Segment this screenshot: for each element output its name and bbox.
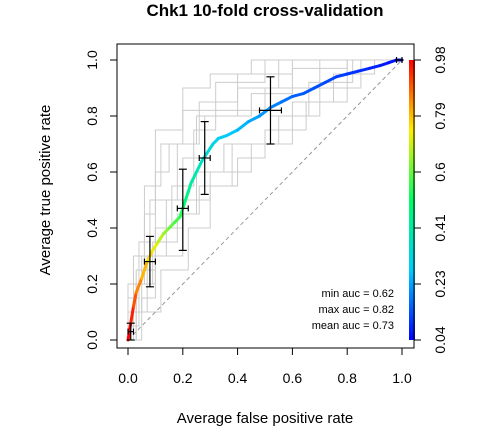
average-curve-segment [156, 232, 166, 244]
average-curve-segment [301, 86, 316, 96]
average-curve-segment [258, 106, 272, 118]
average-curve-segment [189, 170, 198, 185]
y-tick-label: 0.8 [84, 106, 100, 126]
average-curve-segment [205, 142, 215, 154]
average-curve-segment [312, 80, 327, 90]
x-tick-label: 0.6 [283, 370, 303, 386]
colorbar-tick-label: 0.04 [432, 326, 448, 353]
error-bar-1 [126, 322, 135, 341]
average-curve-segment [247, 114, 262, 124]
average-curve-segment [268, 100, 283, 110]
x-tick-label: 1.0 [392, 370, 412, 386]
plot-area: min auc = 0.62 max auc = 0.82 mean auc =… [116, 43, 415, 349]
x-tick-label: 0.2 [173, 370, 193, 386]
x-tick-label: 0.0 [118, 370, 138, 386]
y-tick-label: 1.0 [84, 50, 100, 70]
x-axis: 0.0 0.2 0.4 0.6 0.8 1.0 [118, 347, 412, 386]
average-curve-segment [279, 94, 294, 104]
colorbar-tick-label: 0.98 [432, 46, 448, 73]
colorbar-gradient [409, 60, 415, 340]
error-bars [126, 57, 404, 341]
x-tick-label: 0.4 [228, 370, 248, 386]
x-tick-label: 0.8 [337, 370, 357, 386]
colorbar: 0.04 0.23 0.41 0.6 0.79 0.98 [409, 46, 448, 354]
y-tick-label: 0.2 [84, 274, 100, 294]
average-curve-segment [140, 260, 149, 280]
average-curve-segment [236, 120, 251, 132]
colorbar-tick-label: 0.79 [432, 102, 448, 129]
average-curve-segment [134, 276, 144, 294]
chart-title: Chk1 10-fold cross-validation [146, 1, 383, 20]
error-bar-6 [395, 57, 404, 63]
y-tick-label: 0.4 [84, 218, 100, 238]
error-bar-3 [176, 168, 189, 251]
auc-annotations: min auc = 0.62 max auc = 0.82 mean auc =… [312, 288, 394, 332]
y-tick-label: 0.0 [84, 330, 100, 350]
y-axis: 0.0 0.2 0.4 0.6 0.8 1.0 [84, 50, 118, 350]
annotation-mean-auc: mean auc = 0.73 [312, 320, 394, 332]
error-bar-4 [198, 120, 211, 195]
average-curve-segment [129, 304, 135, 325]
x-axis-label: Average false positive rate [177, 410, 354, 427]
average-curve-segment [195, 159, 204, 174]
colorbar-tick-label: 0.23 [432, 270, 448, 297]
error-bar-5 [258, 76, 283, 145]
average-curve-segment [290, 92, 305, 98]
diagonal-reference-line [127, 59, 403, 341]
average-curve-segment [367, 64, 382, 70]
average-curve-segment [334, 72, 349, 79]
average-curve-segment [225, 128, 240, 138]
average-curve-segment [151, 240, 160, 252]
average-curve-segment [356, 66, 371, 73]
annotation-min-auc: min auc = 0.62 [322, 288, 394, 300]
average-curve-segment [345, 69, 360, 76]
colorbar-tick-label: 0.6 [432, 162, 448, 182]
y-tick-label: 0.6 [84, 162, 100, 182]
colorbar-ticks: 0.04 0.23 0.41 0.6 0.79 0.98 [413, 46, 448, 354]
average-curve-segment [131, 290, 138, 308]
average-curve-segment [323, 75, 338, 84]
colorbar-tick-label: 0.41 [432, 214, 448, 241]
error-bar-2 [143, 235, 156, 288]
fold-curve-10 [128, 59, 402, 341]
annotation-max-auc: max auc = 0.82 [318, 304, 394, 316]
fold-curve-6 [128, 59, 402, 341]
y-axis-label: Average true positive rate [37, 105, 54, 276]
